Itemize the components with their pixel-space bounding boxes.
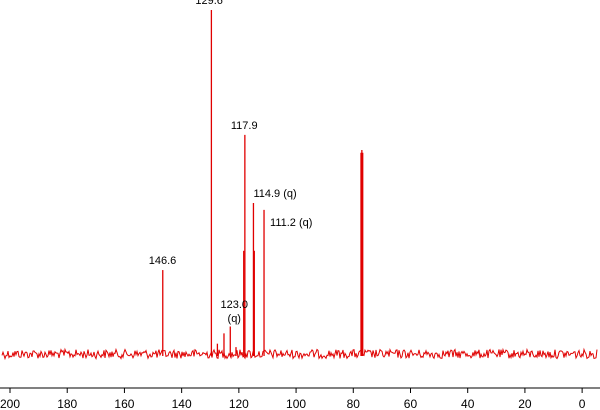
peak-label: 114.9 (q) — [253, 187, 297, 200]
peak-label: 129.6 — [195, 0, 223, 7]
x-tick-label: 140 — [172, 397, 192, 410]
x-tick-label: 80 — [347, 397, 361, 410]
x-tick-label: 120 — [229, 397, 249, 410]
x-tick-label: 20 — [518, 397, 532, 410]
peak-label: 123.0 (q) — [220, 299, 249, 326]
peak-label: 146.6 — [148, 255, 177, 268]
x-tick-label: 160 — [114, 397, 134, 410]
x-tick-label: 0 — [579, 397, 586, 410]
x-tick-label: 180 — [57, 397, 77, 410]
baseline-noise — [1, 347, 598, 361]
peak-label: 111.2 (q) — [270, 216, 313, 229]
x-tick-label: 100 — [286, 397, 306, 410]
peak-label: 117.9 — [230, 119, 258, 132]
x-tick-label: 60 — [404, 397, 418, 410]
x-tick-label: 200 — [0, 397, 20, 410]
x-tick-label: 40 — [461, 397, 475, 410]
